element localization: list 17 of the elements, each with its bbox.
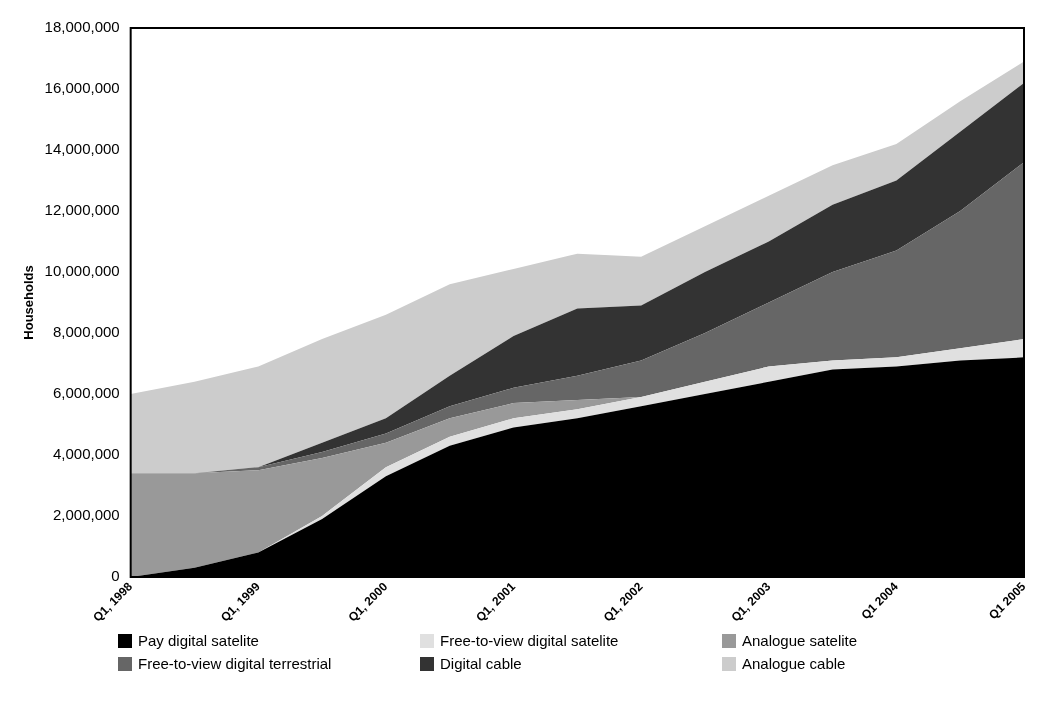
y-tick-label: 0 — [111, 567, 120, 585]
y-tick-label: 6,000,000 — [52, 384, 120, 402]
legend-label: Free-to-view digital terrestrial — [138, 655, 332, 672]
y-tick-label: 4,000,000 — [52, 445, 120, 463]
y-tick-label: 12,000,000 — [44, 201, 120, 219]
y-tick-label: 16,000,000 — [44, 79, 120, 97]
y-tick-label: 10,000,000 — [44, 262, 120, 280]
y-tick-label: 8,000,000 — [52, 323, 120, 341]
y-tick-label: 14,000,000 — [44, 140, 120, 158]
y-tick-label: 2,000,000 — [52, 506, 120, 524]
legend-label: Analogue satelite — [742, 632, 858, 649]
legend-label: Free-to-view digital satelite — [440, 632, 619, 649]
legend-label: Pay digital satelite — [138, 632, 259, 649]
y-axis-title: Households — [21, 265, 37, 340]
y-tick-label: 18,000,000 — [44, 18, 120, 36]
legend-label: Analogue cable — [742, 655, 846, 672]
legend-label: Digital cable — [440, 655, 522, 672]
